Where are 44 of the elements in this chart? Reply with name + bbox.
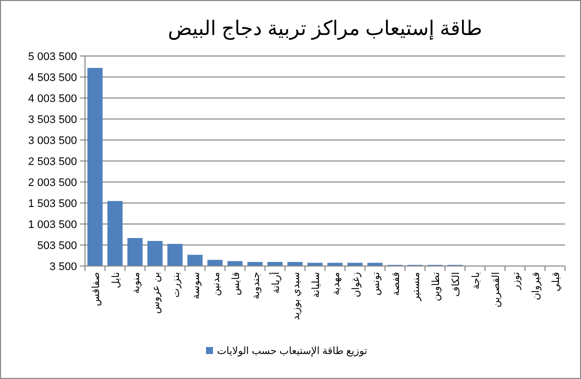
- x-tick-label: قفصة: [391, 272, 402, 296]
- y-tick-label: 3 500: [49, 261, 77, 273]
- legend: توزيع طاقة الإستيعاب حسب الولايات: [206, 346, 368, 357]
- x-tick-label: مهدية: [331, 272, 342, 296]
- y-tick-label: 4 503 500: [28, 72, 77, 84]
- x-tick-label: سيدي بوزيد: [291, 272, 302, 320]
- x-tick-label: منوبة: [131, 272, 142, 294]
- x-tick-label: سوسة: [191, 272, 202, 300]
- x-tick-label: الكاف: [451, 272, 462, 297]
- x-tick-label: بنزرت: [171, 272, 182, 298]
- x-tick-label: أريانة: [269, 272, 282, 294]
- y-tick-label: 503 500: [37, 240, 77, 252]
- x-tick-label: قابس: [231, 272, 242, 296]
- bar: [107, 201, 123, 266]
- bar: [127, 238, 143, 266]
- chart-title: طاقة إستيعاب مراكز تربية دجاج البيض: [168, 18, 482, 40]
- x-tick-label: بن عروس: [151, 272, 162, 314]
- y-tick-label: 1 503 500: [28, 198, 77, 210]
- bar: [187, 254, 203, 266]
- x-tick-label: منستير: [411, 272, 422, 302]
- x-tick-label: توزر: [511, 272, 522, 291]
- y-tick-label: 2 003 500: [28, 177, 77, 189]
- y-tick-label: 3 003 500: [28, 135, 77, 147]
- x-tick-label: تونس: [371, 272, 382, 296]
- bar: [227, 261, 243, 266]
- y-tick-label: 2 503 500: [28, 156, 77, 168]
- x-tick-label: صفاقس: [91, 272, 102, 306]
- x-tick-label: زغوان: [351, 272, 362, 298]
- x-tick-label: قبلي: [551, 272, 562, 292]
- x-tick-label: نابل: [111, 272, 122, 288]
- y-tick-label: 1 003 500: [28, 219, 77, 231]
- bar: [87, 68, 103, 266]
- x-tick-label: قيروان: [531, 272, 542, 300]
- y-tick-label: 4 003 500: [28, 93, 77, 105]
- bar: [167, 244, 183, 266]
- x-tick-label: تطاوين: [431, 272, 442, 302]
- bar: [147, 240, 163, 266]
- x-tick-label: جندوبة: [251, 272, 262, 300]
- x-tick-label: القصرين: [491, 272, 502, 308]
- y-tick-label: 5 003 500: [28, 51, 77, 63]
- x-tick-label: باجة: [471, 272, 482, 290]
- y-tick-label: 3 503 500: [28, 114, 77, 126]
- x-tick-label: سليانة: [311, 272, 322, 298]
- x-tick-label: مدنين: [211, 272, 222, 296]
